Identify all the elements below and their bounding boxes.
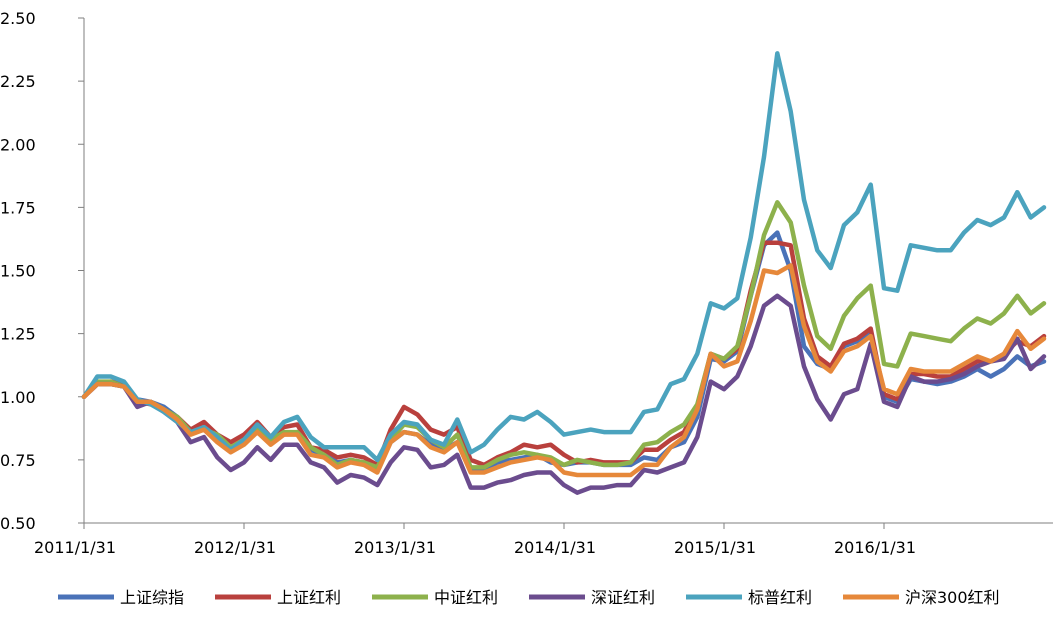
legend: 上证综指 上证红利 中证红利 深证红利 标普红利 沪深300红利 <box>58 588 1000 607</box>
x-tick-label: 2011/1/31 <box>34 538 116 557</box>
legend-label: 沪深300红利 <box>905 588 1000 607</box>
series-line-6 <box>81 263 1047 478</box>
x-tick-label: 2013/1/31 <box>354 538 436 557</box>
series-line-3 <box>81 200 1047 470</box>
x-tick-label: 2015/1/31 <box>674 538 756 557</box>
legend-item-4: 深证红利 <box>529 588 655 607</box>
legend-item-1: 上证综指 <box>58 588 184 607</box>
series-line-5 <box>81 51 1047 463</box>
series-line-4 <box>81 293 1047 495</box>
legend-label: 标普红利 <box>748 588 812 607</box>
y-tick-label: 2.25 <box>0 72 36 91</box>
legend-label: 上证红利 <box>277 588 341 607</box>
y-tick-label: 2.50 <box>0 9 36 28</box>
y-axis: 0.50 0.75 1.00 1.25 1.50 1.75 2.00 2.25 2.50 <box>0 9 85 533</box>
y-tick-label: 1.00 <box>0 388 36 407</box>
x-axis: 2011/1/31 2012/1/31 2013/1/31 2014/1/31 2015… <box>34 522 1053 557</box>
series-layer <box>81 51 1047 495</box>
y-tick-label: 0.50 <box>0 514 36 533</box>
y-tick-label: 2.00 <box>0 135 36 154</box>
legend-item-2: 上证红利 <box>215 588 341 607</box>
y-tick-label: 1.50 <box>0 262 36 281</box>
y-tick-label: 1.25 <box>0 325 36 344</box>
legend-label: 深证红利 <box>591 588 655 607</box>
x-tick-label: 2014/1/31 <box>514 538 596 557</box>
y-tick-label: 0.75 <box>0 451 36 470</box>
x-tick-label: 2012/1/31 <box>194 538 276 557</box>
x-tick-label: 2016/1/31 <box>834 538 916 557</box>
legend-item-3: 中证红利 <box>372 588 498 607</box>
legend-label: 中证红利 <box>434 588 498 607</box>
legend-label: 上证综指 <box>120 588 184 607</box>
legend-item-6: 沪深300红利 <box>843 588 1000 607</box>
y-tick-label: 1.75 <box>0 198 36 217</box>
legend-item-5: 标普红利 <box>686 588 812 607</box>
